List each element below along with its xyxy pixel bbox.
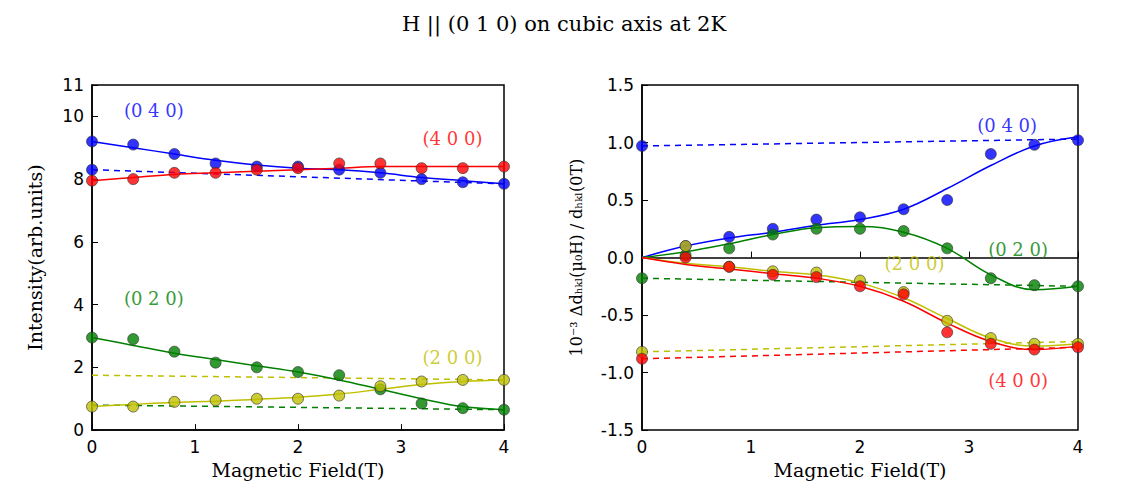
svg-text:11: 11 [62,75,84,95]
svg-text:0: 0 [637,437,648,457]
svg-text:1: 1 [190,437,201,457]
svg-text:(2 0 0): (2 0 0) [885,253,945,274]
svg-text:6: 6 [73,232,84,252]
svg-text:Magnetic Field(T): Magnetic Field(T) [773,459,946,481]
svg-text:10: 10 [62,106,84,126]
svg-text:0.0: 0.0 [607,248,634,268]
svg-text:4: 4 [1073,437,1084,457]
svg-text:3: 3 [396,437,407,457]
svg-text:Intensity(arb.units): Intensity(arb.units) [24,164,46,350]
svg-text:(2 0 0): (2 0 0) [423,347,483,368]
svg-text:-0.5: -0.5 [601,305,634,325]
svg-text:4: 4 [73,295,84,315]
svg-text:0: 0 [87,437,98,457]
svg-text:-1.0: -1.0 [601,363,634,383]
svg-text:0.5: 0.5 [607,190,634,210]
svg-text:1: 1 [746,437,757,457]
svg-text:(0 4 0): (0 4 0) [124,100,184,121]
svg-text:1.5: 1.5 [607,75,634,95]
svg-text:-1.5: -1.5 [601,420,634,440]
svg-text:0: 0 [73,420,84,440]
svg-text:2: 2 [293,437,304,457]
svg-text:(0 4 0): (0 4 0) [977,115,1037,136]
svg-text:10⁻³ Δdₕₖₗ(μ₀H) / dₕₖₗ(0T): 10⁻³ Δdₕₖₗ(μ₀H) / dₕₖₗ(0T) [567,159,586,357]
svg-text:(0 2 0): (0 2 0) [124,288,184,309]
svg-text:8: 8 [73,169,84,189]
svg-text:Magnetic Field(T): Magnetic Field(T) [211,459,384,481]
svg-text:1.0: 1.0 [607,133,634,153]
svg-text:(4 0 0): (4 0 0) [423,128,483,149]
svg-text:2: 2 [73,357,84,377]
svg-text:(4 0 0): (4 0 0) [988,370,1048,391]
svg-text:3: 3 [964,437,975,457]
svg-text:(0 2 0): (0 2 0) [988,239,1048,260]
svg-text:2: 2 [855,437,866,457]
svg-text:H || (0 1 0) on cubic axis at: H || (0 1 0) on cubic axis at 2K [402,12,727,37]
svg-text:4: 4 [499,437,510,457]
